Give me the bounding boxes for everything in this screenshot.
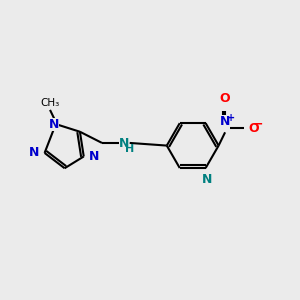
- Text: H: H: [125, 144, 134, 154]
- Text: N: N: [49, 118, 59, 130]
- Text: O: O: [220, 92, 230, 105]
- Text: +: +: [227, 113, 236, 123]
- Text: N: N: [202, 173, 212, 186]
- Text: CH₃: CH₃: [41, 98, 60, 108]
- Text: N: N: [220, 115, 230, 128]
- Text: N: N: [89, 150, 99, 163]
- Text: N: N: [118, 137, 129, 150]
- Text: N: N: [29, 146, 39, 159]
- Text: −: −: [252, 117, 263, 130]
- Text: O: O: [249, 122, 259, 135]
